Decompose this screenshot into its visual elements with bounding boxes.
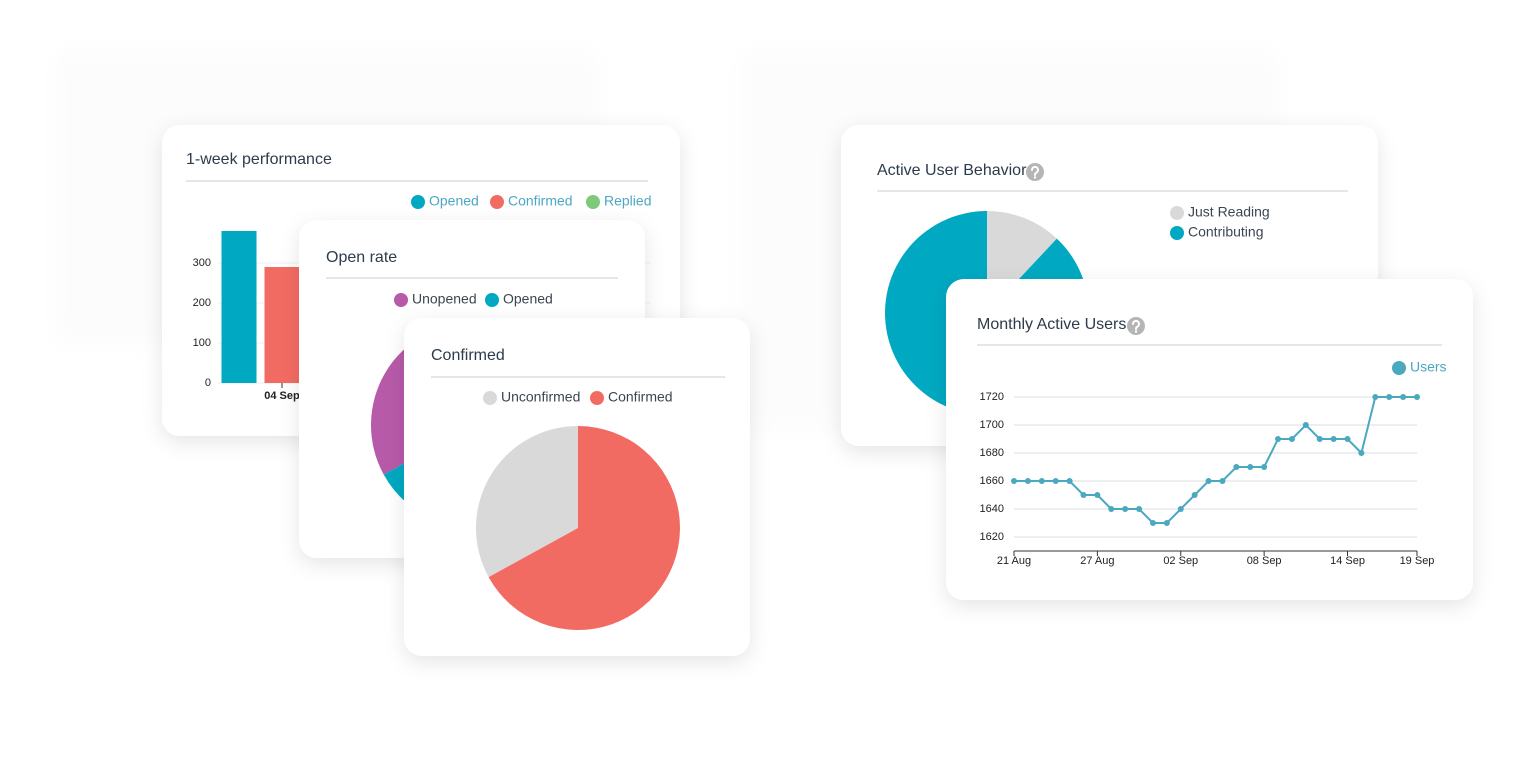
legend-label: Opened	[503, 291, 553, 307]
line-point	[1094, 492, 1101, 498]
line-point	[1275, 436, 1282, 442]
line-point	[1233, 464, 1240, 470]
help-dot	[1033, 176, 1037, 179]
line-point	[1414, 394, 1420, 400]
help-icon	[1127, 317, 1145, 335]
legend-marker	[485, 293, 499, 307]
line-point	[1024, 478, 1031, 484]
card-title: Open rate	[326, 249, 397, 266]
pie-slice	[476, 426, 578, 578]
line-series	[1014, 396, 1417, 524]
x-tick-label: 04 Sep	[264, 390, 300, 402]
help-glyph	[1132, 319, 1140, 330]
card-title: Active User Behavior	[877, 162, 1027, 179]
card-title: Monthly Active Users	[977, 316, 1126, 333]
line-point	[1205, 478, 1212, 484]
line-point	[1163, 520, 1170, 526]
line-point	[1149, 520, 1156, 526]
bar	[221, 231, 257, 383]
x-tick-label: 14 Sep	[1330, 555, 1365, 567]
line-point	[1011, 478, 1017, 484]
y-tick-label: 0	[205, 377, 211, 389]
legend-marker	[590, 391, 604, 405]
line-point	[1261, 464, 1268, 470]
legend-label: Unconfirmed	[501, 389, 580, 405]
legend-label: Opened	[429, 193, 479, 209]
y-tick-label: 1700	[980, 419, 1004, 431]
x-tick-label: 27 Aug	[1080, 555, 1114, 567]
line-point	[1177, 506, 1184, 512]
line-point	[1066, 478, 1073, 484]
bar	[264, 267, 300, 383]
legend-marker	[1392, 361, 1406, 375]
line-point	[1038, 478, 1045, 484]
legend-marker	[490, 195, 504, 209]
legend-marker	[586, 195, 600, 209]
y-tick-label: 1680	[980, 447, 1004, 459]
legend-label: Confirmed	[608, 389, 673, 405]
card-bg	[946, 279, 1473, 600]
legend-marker	[411, 195, 425, 209]
line-point	[1316, 436, 1323, 442]
line-point	[1052, 478, 1059, 484]
card: Monthly Active Users 1620 1640 1660 1680 1700…	[946, 279, 1473, 600]
line-point	[1080, 492, 1087, 498]
line-point	[1386, 394, 1393, 400]
line-point	[1219, 478, 1226, 484]
legend-label: Unopened	[412, 291, 477, 307]
line-point	[1358, 450, 1365, 456]
line-point	[1108, 506, 1115, 512]
y-tick-label: 300	[193, 257, 211, 269]
y-tick-label: 1720	[980, 391, 1004, 403]
y-tick-label: 100	[193, 337, 211, 349]
line-point	[1400, 394, 1407, 400]
line-point	[1372, 394, 1379, 400]
line-point	[1136, 506, 1143, 512]
line-point	[1122, 506, 1129, 512]
line-point	[1330, 436, 1337, 442]
legend-marker	[483, 391, 497, 405]
legend-label: Just Reading	[1188, 204, 1270, 220]
card-title: Confirmed	[431, 347, 505, 364]
legend-label: Confirmed	[508, 193, 573, 209]
x-tick-label: 21 Aug	[997, 555, 1031, 567]
card: Confirmed Unconfirmed Confirmed	[404, 318, 750, 656]
card-title: 1-week performance	[186, 151, 332, 168]
line-point	[1247, 464, 1254, 470]
y-tick-label: 1660	[980, 475, 1004, 487]
legend-marker	[1170, 206, 1184, 220]
pie-slice	[488, 426, 681, 631]
x-tick-label: 08 Sep	[1247, 555, 1282, 567]
y-tick-label: 1620	[980, 531, 1004, 543]
legend-marker	[1170, 226, 1184, 240]
legend-label: Users	[1410, 359, 1447, 375]
help-dot	[1134, 330, 1138, 333]
y-tick-label: 1640	[980, 503, 1004, 515]
legend-label: Replied	[604, 193, 651, 209]
x-tick-label: 19 Sep	[1400, 555, 1435, 567]
line-point	[1302, 422, 1309, 428]
legend-marker	[394, 293, 408, 307]
line-point	[1288, 436, 1295, 442]
help-glyph	[1031, 165, 1039, 176]
line-point	[1191, 492, 1198, 498]
y-tick-label: 200	[193, 297, 211, 309]
legend-label: Contributing	[1188, 224, 1264, 240]
line-point	[1344, 436, 1351, 442]
x-tick-label: 02 Sep	[1163, 555, 1198, 567]
help-icon	[1026, 163, 1044, 181]
